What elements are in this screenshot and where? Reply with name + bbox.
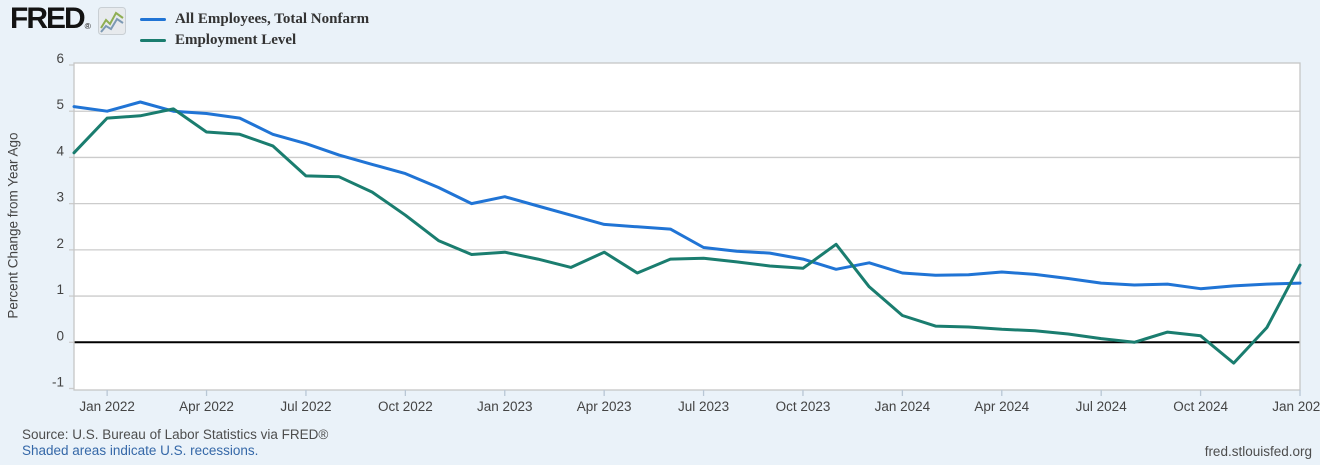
source-note: Source: U.S. Bureau of Labor Statistics … xyxy=(22,427,329,442)
chart-header: FRED ® All Employees, Total Nonfarm Empl… xyxy=(10,2,370,51)
x-tick-label: Jan 2025 xyxy=(1272,399,1320,414)
plot-area xyxy=(74,63,1300,390)
y-tick-label: 5 xyxy=(56,97,64,112)
y-tick-label: 2 xyxy=(56,236,64,251)
recession-note-link[interactable]: Shaded areas indicate U.S. recessions. xyxy=(22,443,259,459)
y-tick-label: 0 xyxy=(56,328,64,343)
x-tick-label: Jul 2022 xyxy=(280,399,331,414)
legend-label-all-employees-total-nonfarm: All Employees, Total Nonfarm xyxy=(174,11,370,27)
legend-label-employment-level: Employment Level xyxy=(174,32,297,48)
y-tick-label: 6 xyxy=(56,51,64,66)
fred-logo[interactable]: FRED ® xyxy=(10,2,91,35)
y-tick-label: -1 xyxy=(52,375,64,390)
x-tick-label: Jan 2023 xyxy=(477,399,533,414)
x-tick-label: Oct 2022 xyxy=(378,399,433,414)
x-tick-label: Jul 2024 xyxy=(1076,399,1128,414)
x-tick-label: Jan 2024 xyxy=(875,399,931,414)
series-line-all-employees-total-nonfarm xyxy=(72,100,1302,291)
fred-site-link[interactable]: fred.stlouisfed.org xyxy=(1204,444,1312,459)
legend-item-all-employees-total-nonfarm[interactable]: All Employees, Total Nonfarm xyxy=(139,9,370,30)
legend-item-employment-level[interactable]: Employment Level xyxy=(139,30,369,51)
plot-border xyxy=(73,62,1301,391)
y-tick-label: 4 xyxy=(56,143,64,158)
x-tick-label: Oct 2024 xyxy=(1173,399,1228,414)
x-tick-label: Apr 2024 xyxy=(974,399,1029,414)
legend: All Employees, Total Nonfarm Employment … xyxy=(139,6,370,51)
y-tick-label: 3 xyxy=(56,190,64,205)
legend-swatch-blue-line xyxy=(139,17,166,22)
registered-trademark-mark: ® xyxy=(84,20,91,31)
y-axis-title: Percent Change from Year Ago xyxy=(5,132,21,319)
fred-logo-text: FRED xyxy=(10,2,86,35)
x-tick-label: Apr 2023 xyxy=(577,399,632,414)
fred-sparkline-icon xyxy=(97,7,126,35)
series-line-employment-level xyxy=(72,107,1302,365)
x-tick-label: Oct 2023 xyxy=(776,399,831,414)
legend-swatch-green-line xyxy=(139,38,166,43)
x-tick-label: Jan 2022 xyxy=(79,399,135,414)
y-tick-label: 1 xyxy=(56,282,64,297)
x-tick-label: Apr 2022 xyxy=(179,399,234,414)
chart-footer: Source: U.S. Bureau of Labor Statistics … xyxy=(22,427,328,460)
x-tick-label: Jul 2023 xyxy=(678,399,729,414)
